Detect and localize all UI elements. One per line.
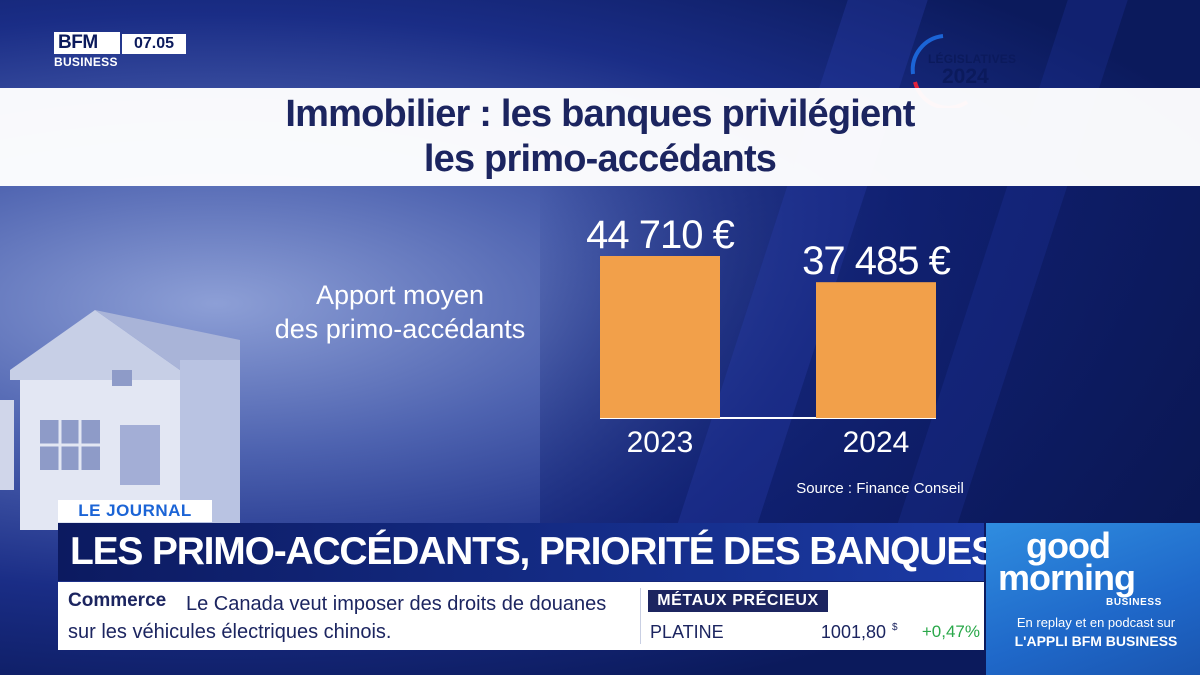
- headline: LES PRIMO-ACCÉDANTS, PRIORITÉ DES BANQUE…: [70, 530, 997, 573]
- good-morning-promo: good morning BUSINESS En replay et en po…: [986, 523, 1200, 675]
- ticker-line: Le Canada veut imposer des droits de dou…: [186, 593, 607, 615]
- divider: [640, 588, 641, 644]
- clock: 07.05: [122, 34, 186, 54]
- ticker-category: Commerce: [68, 590, 167, 611]
- title-line: Immobilier : les banques privilégient: [285, 93, 915, 135]
- channel-logo: BFM BUSINESS: [54, 32, 120, 74]
- subtitle-line: des primo-accédants: [274, 314, 526, 344]
- market-unit: $: [892, 622, 898, 633]
- subtitle-line: Apport moyen: [315, 280, 485, 310]
- promo-business: BUSINESS: [1106, 597, 1162, 608]
- category-label: 2023: [627, 426, 694, 459]
- promo-morning: morning: [998, 557, 1136, 598]
- chart-subtitle: Apport moyen des primo-accédants: [270, 278, 530, 346]
- value-label: 37 485 €: [802, 239, 950, 283]
- headline-band: [58, 523, 984, 581]
- ticker-line: sur les véhicules électriques chinois.: [68, 621, 392, 643]
- infographic-title: Immobilier : les banques privilégient le…: [200, 92, 1000, 182]
- badge-year: 2024: [942, 65, 989, 88]
- chart-source: Source : Finance Conseil: [796, 480, 964, 497]
- market-header: MÉTAUX PRÉCIEUX: [648, 590, 828, 612]
- value-label: 44 710 €: [586, 213, 734, 257]
- ticker-band: [58, 582, 984, 650]
- logo-wordmark: BFM: [54, 32, 120, 54]
- promo-app-link: L'APPLI BFM BUSINESS: [1014, 633, 1178, 649]
- logo-subtitle: BUSINESS: [54, 55, 118, 69]
- market-name: PLATINE: [650, 622, 724, 642]
- program-tag: LE JOURNAL: [58, 500, 212, 522]
- bar-2023: [600, 256, 720, 418]
- title-line: les primo-accédants: [423, 138, 777, 180]
- ticker-text: Le Canada veut imposer des droits de dou…: [68, 590, 638, 646]
- title-band: [0, 88, 1200, 186]
- badge-label: LÉGISLATIVES: [928, 52, 1017, 66]
- market-change: +0,47%: [921, 622, 980, 641]
- category-label: 2024: [843, 426, 910, 459]
- market-price: 1001,80: [820, 622, 886, 642]
- promo-line: En replay et en podcast sur: [1016, 615, 1176, 630]
- promo-good: good: [1026, 525, 1111, 566]
- bar-2024: [816, 282, 936, 418]
